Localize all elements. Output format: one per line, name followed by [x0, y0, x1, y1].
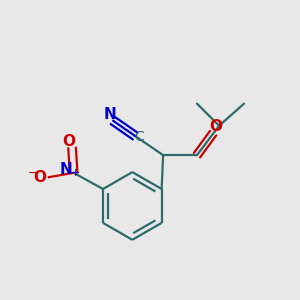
Text: O: O [33, 170, 46, 185]
Text: N: N [59, 162, 72, 177]
Text: −: − [28, 167, 38, 180]
Text: +: + [71, 168, 81, 178]
Text: O: O [210, 119, 223, 134]
Text: O: O [62, 134, 75, 149]
Text: N: N [103, 107, 116, 122]
Text: C: C [134, 130, 144, 145]
